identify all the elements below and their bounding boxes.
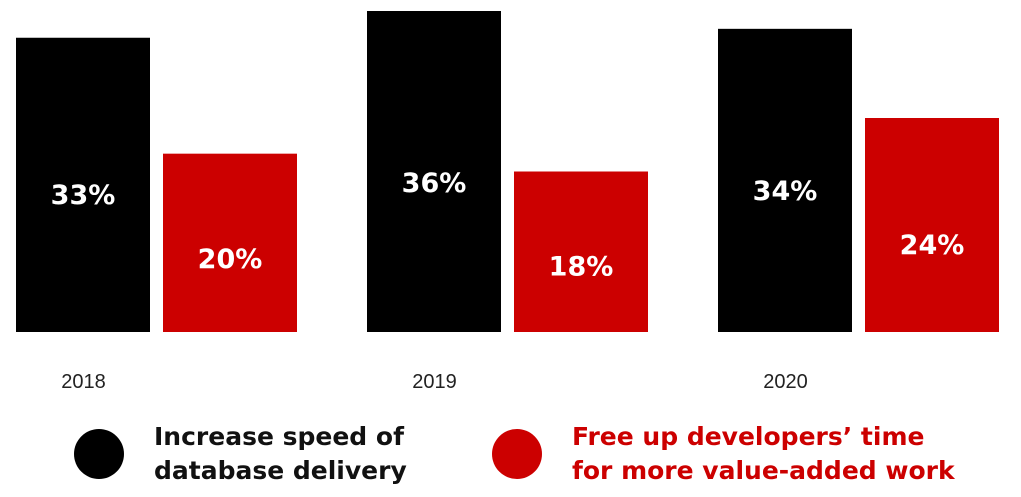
x-axis-ticks: 2018 2019 2020: [61, 371, 808, 393]
legend-label-speed: Increase speed of database delivery: [154, 422, 407, 485]
bar-2020-series-1: [865, 118, 999, 332]
bar-2019-series-1: [514, 171, 648, 332]
bar-2018-series-1: [163, 153, 297, 332]
bar-2020-series-0: [718, 28, 852, 332]
legend-swatch-black: [74, 429, 124, 479]
data-label-2018-series-0: 33%: [51, 180, 116, 211]
bars-group: 33% 20% 36% 18% 34% 24%: [16, 11, 999, 332]
x-tick-label-2019: 2019: [412, 371, 457, 393]
bar-chart: 33% 20% 36% 18% 34% 24% 2018 2019 2020: [16, 11, 999, 393]
data-label-2019-series-1: 18%: [549, 251, 614, 282]
data-label-2019-series-0: 36%: [402, 168, 467, 199]
legend-item-speed: Increase speed of database delivery: [74, 420, 407, 488]
x-tick-label-2020: 2020: [763, 371, 808, 393]
legend-item-free-up-time: Free up developers’ time for more value-…: [492, 420, 955, 488]
data-label-2020-series-1: 24%: [900, 230, 965, 261]
x-tick-label-2018: 2018: [61, 371, 106, 393]
legend-label-free-up-time: Free up developers’ time for more value-…: [572, 422, 955, 485]
data-label-2018-series-1: 20%: [198, 244, 263, 275]
bar-2018-series-0: [16, 37, 150, 332]
bar-2019-series-0: [367, 11, 501, 332]
data-label-2020-series-0: 34%: [753, 176, 818, 207]
legend-swatch-red: [492, 429, 542, 479]
